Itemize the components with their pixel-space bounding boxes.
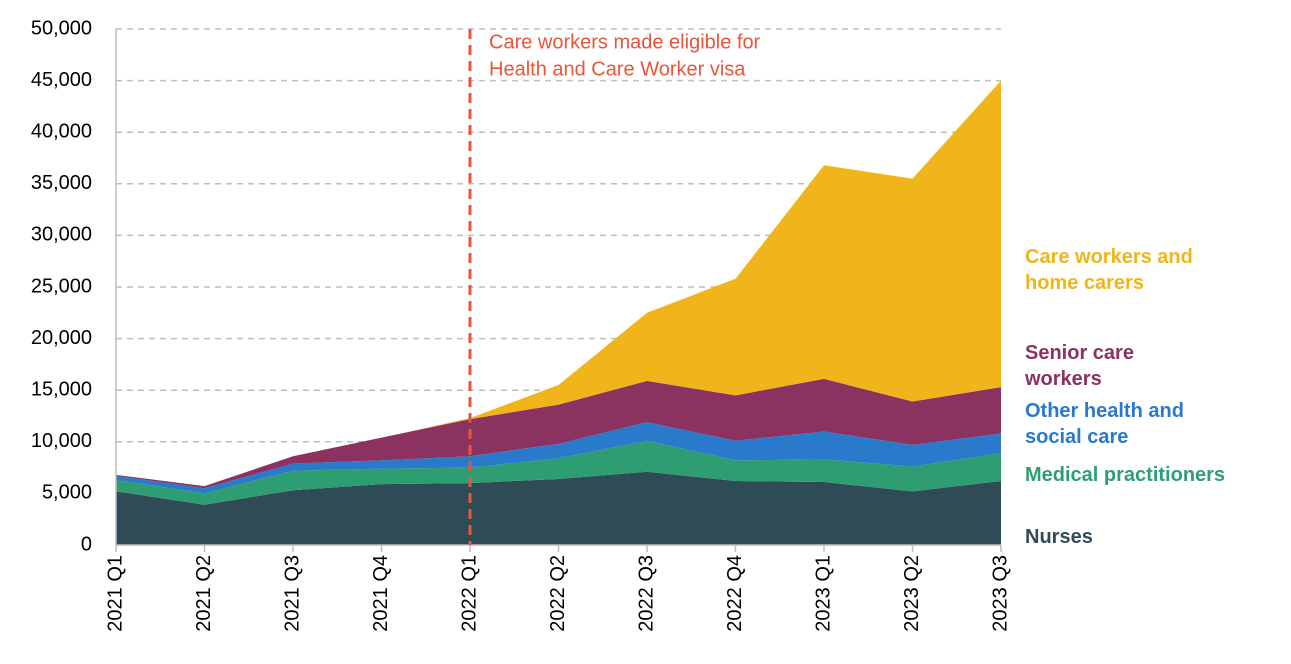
- x-tick-label: 2021 Q4: [370, 555, 392, 632]
- area: [116, 440, 1001, 505]
- x-tick-label: 2021 Q3: [281, 555, 303, 632]
- x-tick-label: 2023 Q3: [989, 555, 1011, 632]
- area: [116, 422, 1001, 494]
- y-tick-label: 45,000: [31, 69, 92, 91]
- area: [116, 378, 1001, 489]
- series-label: Medical practitioners: [1025, 464, 1226, 486]
- x-tick-label: 2022 Q1: [458, 555, 480, 632]
- y-tick-label: 50,000: [31, 17, 92, 39]
- y-tick-label: 15,000: [31, 378, 92, 400]
- x-tick-label: 2022 Q4: [724, 555, 746, 632]
- x-tick-label: 2022 Q3: [635, 555, 657, 632]
- y-tick-label: 35,000: [31, 172, 92, 194]
- y-tick-label: 10,000: [31, 430, 92, 452]
- area: [116, 471, 1001, 545]
- x-tick-label: 2023 Q1: [812, 555, 834, 632]
- series-label: Nurses: [1025, 526, 1093, 548]
- y-tick-label: 0: [81, 533, 92, 555]
- annotation-text: Care workers made eligible for: [489, 31, 761, 53]
- y-tick-label: 40,000: [31, 120, 92, 142]
- series-label: Other health and social care: [1025, 400, 1184, 448]
- y-tick-label: 20,000: [31, 327, 92, 349]
- annotation-text: Health and Care Worker visa: [489, 58, 746, 80]
- y-tick-label: 25,000: [31, 275, 92, 297]
- x-tick-label: 2023 Q2: [901, 555, 923, 632]
- area: [116, 80, 1001, 487]
- x-tick-label: 2021 Q2: [193, 555, 215, 632]
- series-label: Care workers and home carers: [1025, 246, 1193, 294]
- y-tick-label: 30,000: [31, 224, 92, 246]
- series-label: Senior care workers: [1025, 342, 1134, 390]
- x-tick-label: 2022 Q2: [547, 555, 569, 632]
- x-tick-label: 2021 Q1: [104, 555, 126, 632]
- y-tick-label: 5,000: [42, 482, 92, 504]
